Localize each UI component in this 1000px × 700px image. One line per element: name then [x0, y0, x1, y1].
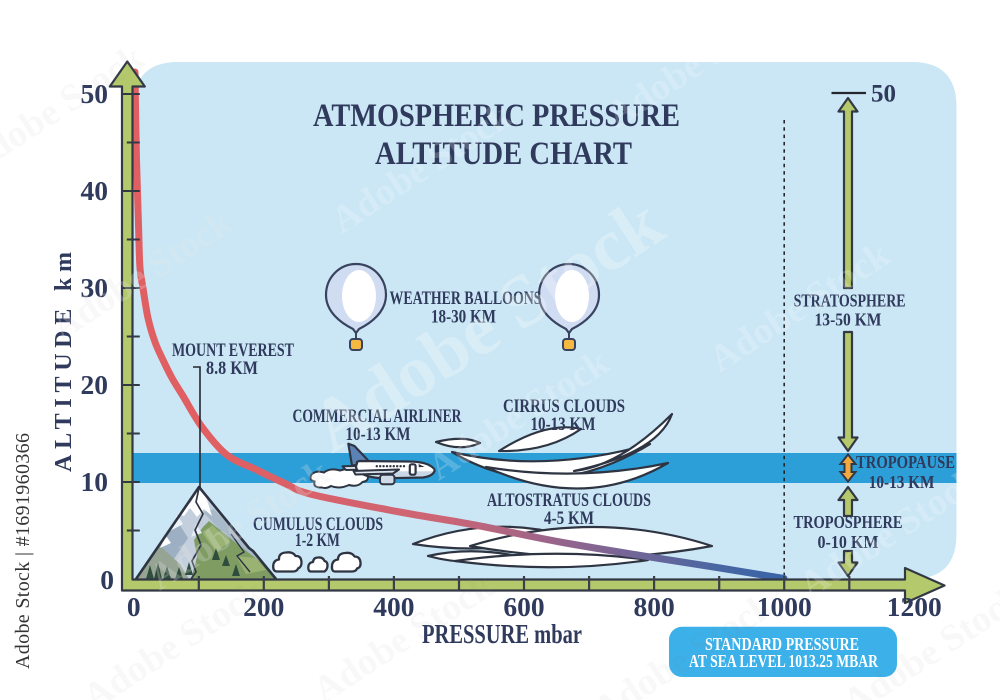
svg-text:1-2 KM: 1-2 KM	[295, 530, 340, 551]
svg-text:13-50 KM: 13-50 KM	[815, 310, 882, 330]
svg-text:WEATHER BALLOONS: WEATHER BALLOONS	[390, 288, 542, 309]
svg-text:0: 0	[100, 564, 114, 595]
svg-text:AT SEA LEVEL 1013.25 MBAR: AT SEA LEVEL 1013.25 MBAR	[689, 651, 878, 671]
svg-text:10: 10	[81, 466, 109, 497]
svg-text:20: 20	[81, 369, 109, 400]
svg-text:1200: 1200	[887, 591, 942, 622]
svg-text:STANDARD PRESSURE: STANDARD PRESSURE	[705, 634, 859, 654]
svg-text:CUMULUS CLOUDS: CUMULUS CLOUDS	[253, 514, 383, 535]
svg-text:50: 50	[871, 81, 896, 108]
svg-text:10-13 KM: 10-13 KM	[346, 424, 411, 445]
svg-text:ALTITUDE km: ALTITUDE km	[51, 252, 77, 472]
svg-text:8.8 KM: 8.8 KM	[206, 358, 258, 379]
svg-text:PRESSURE mbar: PRESSURE mbar	[422, 618, 582, 649]
svg-text:400: 400	[373, 591, 414, 622]
svg-text:18-30 KM: 18-30 KM	[431, 307, 496, 328]
svg-text:0-10 KM: 0-10 KM	[818, 532, 879, 552]
svg-text:ALTITUDE CHART: ALTITUDE CHART	[375, 136, 632, 172]
svg-text:TROPOPAUSE: TROPOPAUSE	[856, 452, 955, 472]
svg-text:TROPOSPHERE: TROPOSPHERE	[794, 512, 903, 532]
svg-text:Adobe Stock | #1691960366: Adobe Stock | #1691960366	[12, 433, 34, 669]
svg-text:10-13 KM: 10-13 KM	[869, 472, 935, 492]
svg-text:ALTOSTRATUS CLOUDS: ALTOSTRATUS CLOUDS	[487, 490, 651, 511]
svg-text:50: 50	[81, 78, 109, 109]
svg-text:30: 30	[81, 272, 109, 303]
svg-text:0: 0	[127, 591, 141, 622]
svg-text:4-5 KM: 4-5 KM	[544, 508, 594, 529]
svg-text:200: 200	[243, 591, 284, 622]
svg-text:COMMERCIAL AIRLINER: COMMERCIAL AIRLINER	[293, 406, 462, 427]
svg-text:ATMOSPHERIC PRESSURE: ATMOSPHERIC PRESSURE	[313, 98, 680, 134]
svg-text:1000: 1000	[757, 591, 812, 622]
svg-text:10-13 KM: 10-13 KM	[531, 414, 596, 435]
svg-text:800: 800	[633, 591, 674, 622]
svg-text:40: 40	[81, 175, 109, 206]
svg-text:MOUNT EVEREST: MOUNT EVEREST	[172, 340, 294, 361]
svg-text:CIRRUS CLOUDS: CIRRUS CLOUDS	[503, 396, 625, 417]
svg-text:600: 600	[503, 591, 544, 622]
svg-text:STRATOSPHERE: STRATOSPHERE	[794, 291, 906, 311]
